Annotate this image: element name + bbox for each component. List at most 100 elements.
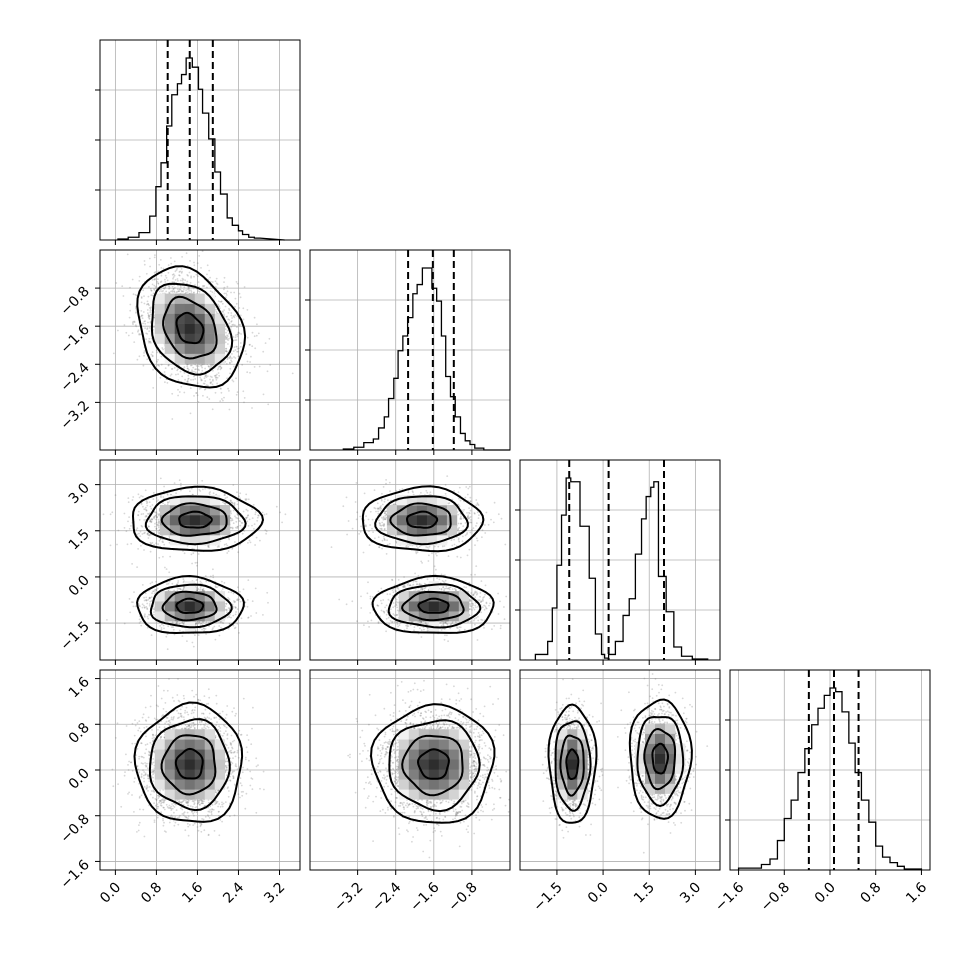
sample-point — [183, 372, 186, 374]
sample-point — [139, 333, 142, 336]
sample-point — [156, 360, 159, 363]
sample-point — [227, 318, 230, 321]
sample-point — [148, 286, 150, 288]
sample-point — [147, 532, 149, 535]
sample-point — [186, 367, 189, 370]
sample-point — [116, 543, 118, 546]
sample-point — [151, 504, 154, 506]
sample-point — [148, 597, 151, 599]
sample-point — [138, 275, 141, 278]
sample-point — [173, 290, 176, 293]
sample-point — [178, 274, 181, 277]
sample-point — [147, 613, 150, 616]
sample-point — [146, 333, 149, 335]
sample-point — [214, 374, 217, 377]
sample-point — [176, 369, 179, 372]
sample-point — [154, 589, 157, 591]
sample-point — [253, 335, 256, 338]
sample-point — [193, 370, 195, 373]
sample-point — [263, 513, 266, 516]
sample-point — [149, 582, 152, 585]
sample-point — [173, 633, 176, 636]
sample-point — [203, 285, 206, 287]
sample-point — [135, 325, 138, 328]
sample-point — [162, 348, 165, 351]
sample-point — [231, 353, 233, 355]
sample-point — [247, 514, 250, 517]
sample-point — [163, 287, 166, 290]
sample-point — [136, 533, 138, 536]
sample-point — [152, 491, 155, 494]
sample-point — [248, 539, 251, 542]
sample-point — [201, 369, 204, 372]
sample-point — [204, 628, 207, 630]
sample-point — [228, 607, 231, 610]
sample-point — [221, 310, 224, 313]
sample-point — [150, 342, 152, 344]
sample-point — [204, 375, 207, 378]
sample-point — [234, 515, 236, 518]
sample-point — [225, 543, 228, 545]
density-cell — [194, 333, 206, 344]
sample-point — [215, 282, 218, 285]
sample-point — [123, 622, 126, 625]
sample-point — [201, 589, 204, 591]
sample-point — [150, 542, 153, 545]
sample-point — [224, 497, 227, 499]
sample-point — [237, 332, 240, 334]
sample-point — [158, 263, 161, 266]
sample-point — [173, 482, 176, 484]
sample-point — [181, 290, 184, 293]
panel-frame — [309, 249, 511, 451]
sample-point — [230, 519, 233, 522]
sample-point — [177, 379, 180, 381]
sample-point — [229, 361, 231, 364]
sample-point — [234, 305, 236, 308]
sample-point — [239, 345, 242, 348]
sample-point — [187, 368, 190, 371]
sample-point — [164, 274, 167, 277]
sample-point — [187, 374, 190, 377]
sample-point — [192, 287, 195, 290]
sample-point — [146, 532, 149, 535]
sample-point — [176, 587, 179, 590]
sample-point — [252, 504, 255, 506]
sample-point — [172, 288, 175, 291]
sample-point — [248, 344, 251, 346]
sample-point — [253, 523, 256, 525]
density-cell — [214, 343, 226, 354]
density-cell — [194, 303, 206, 314]
sample-point — [123, 527, 126, 529]
sample-point — [218, 307, 221, 310]
sample-point — [232, 323, 235, 326]
sample-point — [234, 339, 237, 342]
sample-point — [123, 512, 126, 515]
sample-point — [152, 590, 154, 593]
sample-point — [175, 373, 177, 376]
sample-point — [146, 626, 149, 629]
sample-point — [217, 300, 220, 302]
sample-point — [206, 264, 209, 267]
sample-point — [175, 492, 178, 495]
sample-point — [208, 546, 210, 548]
sample-point — [149, 287, 152, 290]
sample-point — [191, 562, 194, 565]
sample-point — [142, 364, 145, 367]
sample-point — [245, 498, 248, 500]
sample-point — [224, 305, 227, 308]
sample-point — [106, 619, 108, 621]
sample-point — [153, 543, 156, 546]
sample-point — [183, 366, 186, 369]
sample-point — [137, 548, 140, 550]
sample-point — [146, 327, 149, 329]
sample-point — [225, 608, 228, 611]
sample-point — [175, 622, 178, 624]
sample-point — [257, 332, 260, 335]
sample-point — [228, 309, 231, 311]
sample-point — [246, 336, 249, 339]
sample-point — [115, 282, 118, 284]
sample-point — [171, 289, 174, 292]
sample-point — [162, 624, 165, 627]
sample-point — [230, 512, 233, 515]
